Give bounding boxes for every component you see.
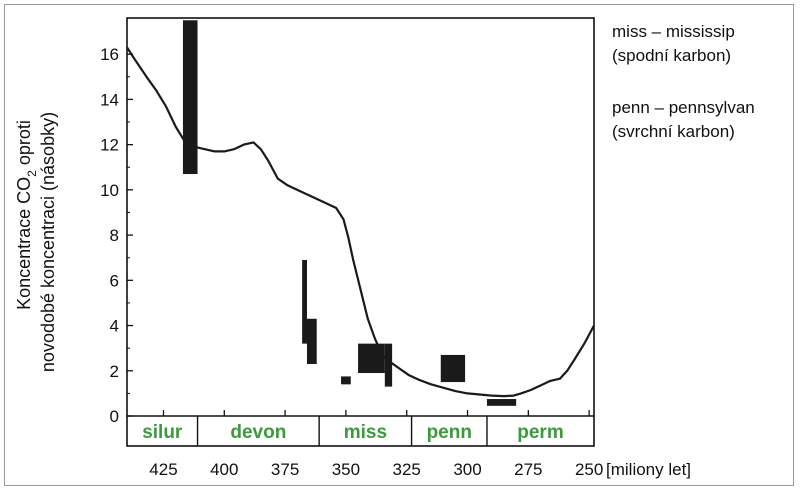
y-axis-label-line1: Koncentrace CO2 oproti: [14, 120, 39, 310]
curve-layer: [126, 46, 595, 398]
x-tick-label: 250: [575, 460, 603, 479]
range-bar: [341, 376, 351, 385]
x-tick-label: 425: [149, 460, 177, 479]
range-bars: [182, 20, 517, 406]
range-bar: [486, 399, 517, 406]
x-axis-label: [miliony let]: [606, 460, 691, 479]
y-tick-label: 2: [110, 362, 119, 381]
period-label-miss: miss: [344, 422, 387, 443]
period-bar: silur devon miss penn perm: [142, 416, 564, 446]
plot-border: [126, 17, 595, 447]
range-bar: [182, 20, 198, 175]
x-tick-label: 325: [393, 460, 421, 479]
y-label-part-b: oproti: [14, 120, 34, 170]
note-penn-line1: penn – pennsylvan: [612, 98, 755, 117]
y-tick-label: 0: [110, 407, 119, 426]
y-tick-label: 14: [100, 90, 119, 109]
y-tick-label: 10: [100, 181, 119, 200]
x-tick-label: 300: [453, 460, 481, 479]
y-axis-label-line2: novodobé koncentraci (násobky): [38, 112, 58, 372]
x-ticks: 425 400 375 350 325 300 275 250: [149, 410, 603, 479]
x-tick-label: 375: [271, 460, 299, 479]
period-label-penn: penn: [427, 422, 472, 443]
period-label-devon: devon: [230, 422, 286, 443]
note-miss-line1: miss – mississip: [612, 22, 735, 41]
y-label-part-a: Koncentrace CO: [14, 177, 34, 310]
period-label-perm: perm: [517, 422, 563, 443]
y-tick-label: 12: [100, 136, 119, 155]
range-bar: [306, 318, 317, 364]
x-tick-label: 275: [514, 460, 542, 479]
y-tick-label: 8: [110, 226, 119, 245]
y-ticks: 0 2 4 6 8 10 12 14 16: [100, 45, 133, 426]
y-tick-label: 16: [100, 45, 119, 64]
y-tick-label: 4: [110, 317, 119, 336]
figure-frame: [4, 4, 794, 486]
period-label-silur: silur: [142, 422, 183, 443]
x-tick-label: 350: [332, 460, 360, 479]
x-tick-label: 400: [210, 460, 238, 479]
range-bar: [358, 343, 385, 374]
plot-axes: [126, 17, 595, 447]
y-tick-label: 6: [110, 271, 119, 290]
range-bar: [302, 259, 307, 344]
y-label-subscript: 2: [25, 170, 39, 177]
note-penn-line2: (svrchní karbon): [612, 122, 735, 141]
note-miss-line2: (spodní karbon): [612, 46, 732, 65]
range-bar: [384, 343, 393, 387]
note-miss: miss – mississip (spodní karbon): [612, 20, 735, 68]
note-penn: penn – pennsylvan (svrchní karbon): [612, 96, 755, 144]
range-bar: [440, 354, 466, 383]
co2-curve: [126, 46, 595, 398]
